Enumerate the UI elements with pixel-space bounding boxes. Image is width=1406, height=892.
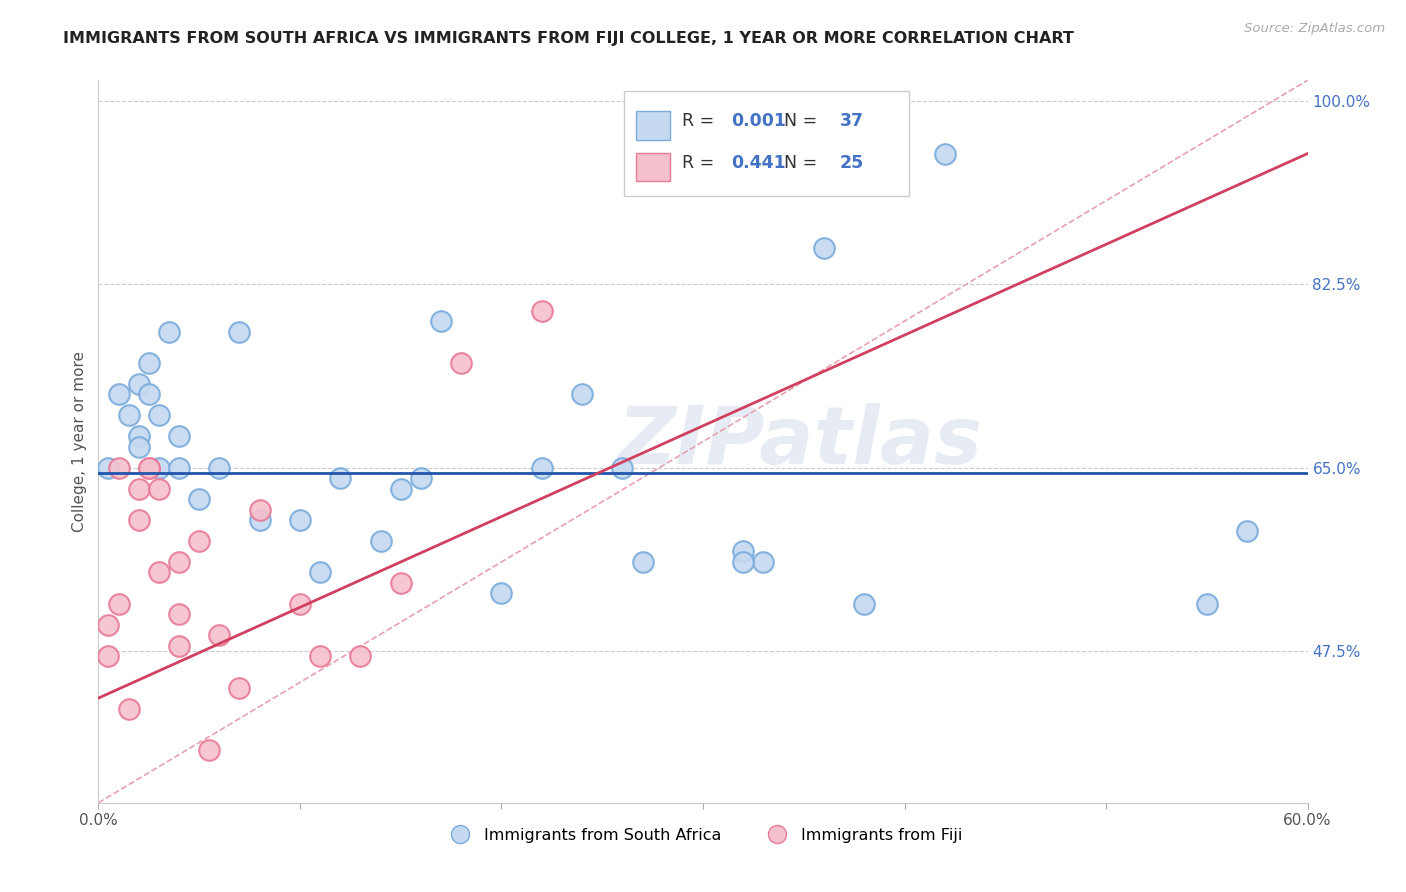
Point <box>97 460 120 475</box>
Point <box>249 513 271 527</box>
Text: IMMIGRANTS FROM SOUTH AFRICA VS IMMIGRANTS FROM FIJI COLLEGE, 1 YEAR OR MORE COR: IMMIGRANTS FROM SOUTH AFRICA VS IMMIGRAN… <box>63 31 1074 46</box>
Point <box>138 460 160 475</box>
Point <box>167 460 190 475</box>
Text: 0.441: 0.441 <box>731 154 786 172</box>
Text: ZIPatlas: ZIPatlas <box>617 402 983 481</box>
Text: N =: N = <box>773 112 823 130</box>
Point <box>309 649 332 664</box>
Text: 25: 25 <box>839 154 863 172</box>
Point <box>430 314 453 328</box>
Text: 37: 37 <box>839 112 863 130</box>
Point <box>148 566 170 580</box>
Point <box>349 649 371 664</box>
Point <box>813 241 835 255</box>
Point <box>853 597 876 611</box>
Point <box>107 597 129 611</box>
Bar <box>624 91 908 196</box>
Point <box>612 460 634 475</box>
Point <box>934 146 956 161</box>
Point <box>733 544 755 558</box>
Point <box>752 555 775 569</box>
Bar <box>637 153 671 181</box>
Legend: Immigrants from South Africa, Immigrants from Fiji: Immigrants from South Africa, Immigrants… <box>437 822 969 849</box>
Text: R =: R = <box>682 112 720 130</box>
Text: Source: ZipAtlas.com: Source: ZipAtlas.com <box>1244 22 1385 36</box>
Point <box>118 409 141 423</box>
Point <box>148 482 170 496</box>
Point <box>128 482 150 496</box>
Point <box>631 555 654 569</box>
Point <box>530 460 553 475</box>
Bar <box>637 111 671 139</box>
Text: N =: N = <box>773 154 823 172</box>
Point <box>491 586 513 600</box>
Point <box>249 502 271 516</box>
Point <box>167 555 190 569</box>
Point <box>1236 524 1258 538</box>
Point <box>450 356 472 370</box>
Point <box>188 534 211 549</box>
Point <box>128 376 150 391</box>
Point <box>167 607 190 622</box>
Point <box>733 555 755 569</box>
Point <box>228 325 250 339</box>
Point <box>157 325 180 339</box>
Text: R =: R = <box>682 154 720 172</box>
Y-axis label: College, 1 year or more: College, 1 year or more <box>72 351 87 532</box>
Point <box>389 575 412 590</box>
Point <box>389 482 412 496</box>
Point <box>370 534 392 549</box>
Point <box>97 649 120 664</box>
Point <box>409 471 432 485</box>
Point <box>208 628 231 642</box>
Point <box>128 513 150 527</box>
Point <box>188 492 211 507</box>
Point <box>571 387 593 401</box>
Point <box>288 513 311 527</box>
Point <box>288 597 311 611</box>
Point <box>228 681 250 695</box>
Point <box>138 356 160 370</box>
Point <box>309 566 332 580</box>
Point <box>208 460 231 475</box>
Point <box>167 429 190 443</box>
Point <box>198 743 221 757</box>
Point <box>107 460 129 475</box>
Point <box>97 617 120 632</box>
Point <box>118 701 141 715</box>
Text: 0.001: 0.001 <box>731 112 786 130</box>
Point <box>107 387 129 401</box>
Point <box>128 440 150 454</box>
Point <box>138 387 160 401</box>
Point <box>530 303 553 318</box>
Point <box>329 471 352 485</box>
Point <box>148 409 170 423</box>
Point <box>167 639 190 653</box>
Point <box>128 429 150 443</box>
Point <box>138 460 160 475</box>
Point <box>148 460 170 475</box>
Point <box>1195 597 1218 611</box>
